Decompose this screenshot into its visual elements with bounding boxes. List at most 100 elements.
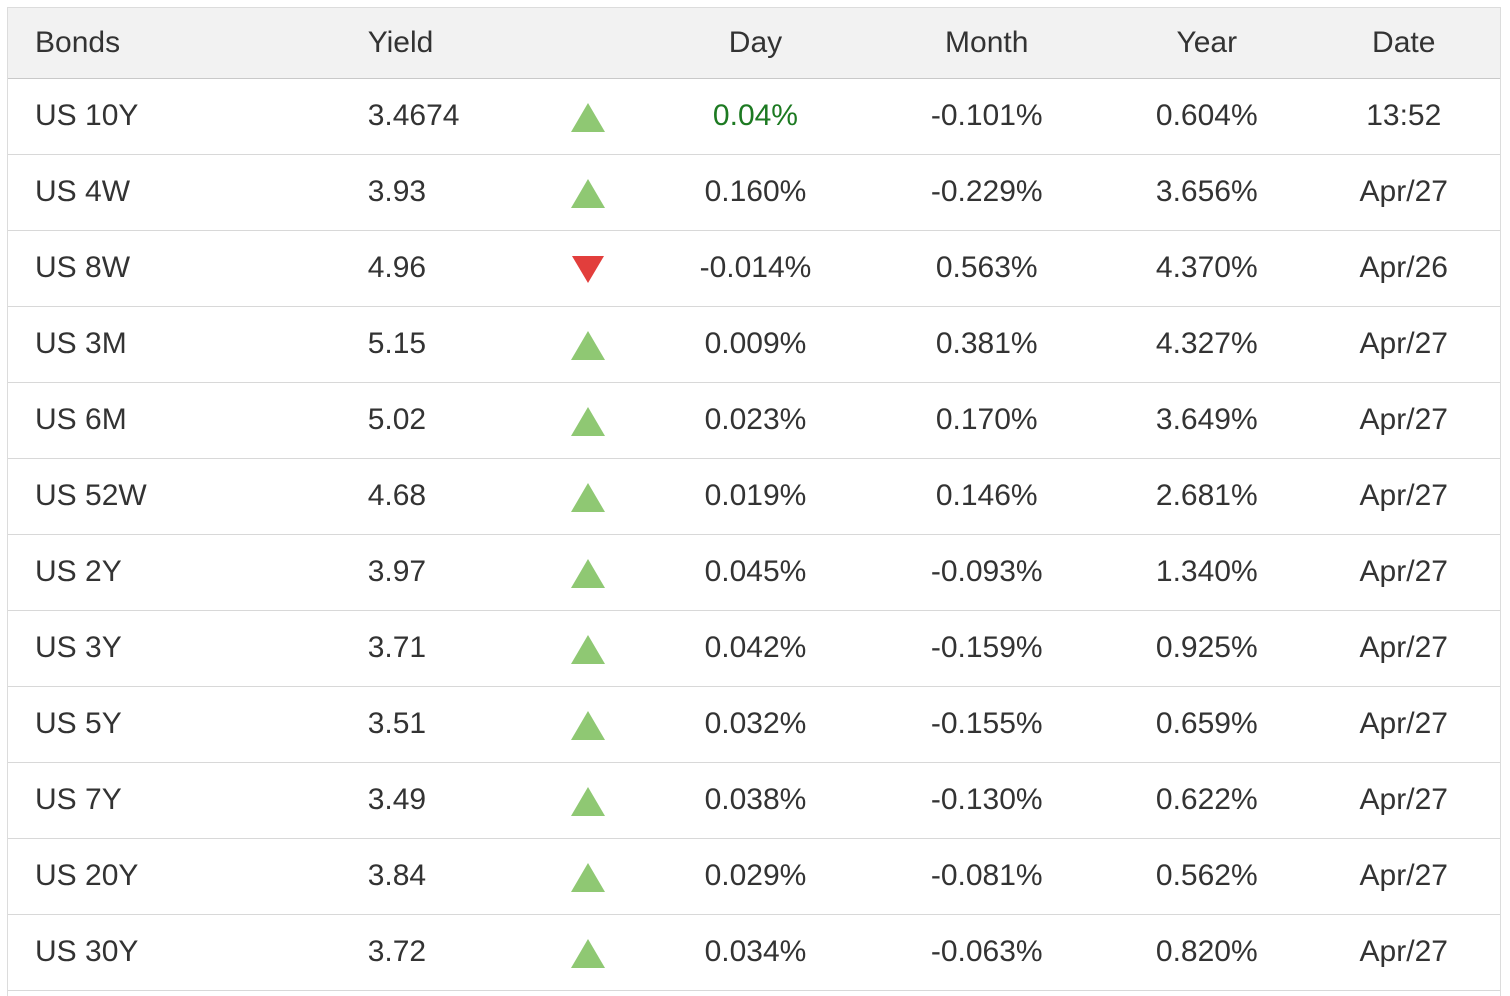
month-cell: 0.146% <box>935 479 1038 512</box>
year-cell: 3.649% <box>1155 403 1258 436</box>
date-cell: Apr/27 <box>1359 631 1448 664</box>
up-arrow-icon <box>570 406 605 436</box>
year-cell: 3.656% <box>1155 175 1258 208</box>
month-cell: -0.130% <box>930 783 1043 816</box>
month-cell: -0.155% <box>930 707 1043 740</box>
column-header-bonds: Bonds <box>8 8 338 79</box>
year-cell: 0.604% <box>1155 99 1258 132</box>
arrow-cell <box>532 382 644 458</box>
year-cell: 0.925% <box>1155 631 1258 664</box>
partial-next-row <box>8 990 1500 996</box>
month-cell: 0.170% <box>935 403 1038 436</box>
yield-cell: 4.96 <box>367 251 427 284</box>
year-cell: 2.681% <box>1155 479 1258 512</box>
date-cell: Apr/27 <box>1359 403 1448 436</box>
year-cell: 4.327% <box>1155 327 1258 360</box>
bond-name-cell[interactable]: US 20Y <box>35 859 139 892</box>
day-cell: 0.160% <box>704 175 807 208</box>
up-arrow-icon <box>570 938 605 968</box>
column-header-month: Month <box>867 8 1107 79</box>
up-arrow-icon <box>570 178 605 208</box>
date-cell: 13:52 <box>1366 99 1442 132</box>
year-cell: 0.622% <box>1155 783 1258 816</box>
table-row[interactable]: US 8W 4.96 -0.014% 0.563% 4.370% Apr/26 <box>8 230 1500 306</box>
up-arrow-icon <box>570 102 605 132</box>
yield-cell: 4.68 <box>367 479 427 512</box>
table-row[interactable]: US 5Y 3.51 0.032% -0.155% 0.659% Apr/27 <box>8 686 1500 762</box>
up-arrow-icon <box>570 330 605 360</box>
bond-name-cell[interactable]: US 30Y <box>35 935 139 968</box>
bond-name-cell[interactable]: US 3Y <box>35 631 122 664</box>
yield-cell: 3.72 <box>367 935 427 968</box>
up-arrow-icon <box>570 634 605 664</box>
day-cell: 0.019% <box>704 479 807 512</box>
yield-cell: 3.93 <box>367 175 427 208</box>
month-cell: 0.381% <box>935 327 1038 360</box>
arrow-cell <box>532 154 644 230</box>
date-cell: Apr/26 <box>1359 251 1448 284</box>
bond-name-cell[interactable]: US 10Y <box>35 99 139 132</box>
bonds-table-body: US 10Y 3.4674 0.04% -0.101% 0.604% 13:52… <box>8 78 1500 996</box>
bond-name-cell[interactable]: US 2Y <box>35 555 122 588</box>
yield-cell: 3.49 <box>367 783 427 816</box>
bond-name-cell[interactable]: US 6M <box>35 403 127 436</box>
up-arrow-icon <box>570 862 605 892</box>
arrow-cell <box>532 914 644 990</box>
table-row[interactable]: US 4W 3.93 0.160% -0.229% 3.656% Apr/27 <box>8 154 1500 230</box>
date-cell: Apr/27 <box>1359 555 1448 588</box>
table-row[interactable]: US 2Y 3.97 0.045% -0.093% 1.340% Apr/27 <box>8 534 1500 610</box>
year-cell: 1.340% <box>1155 555 1258 588</box>
bond-name-cell[interactable]: US 3M <box>35 327 127 360</box>
month-cell: -0.229% <box>930 175 1043 208</box>
yield-cell: 5.15 <box>367 327 427 360</box>
month-cell: 0.563% <box>935 251 1038 284</box>
date-cell: Apr/27 <box>1359 707 1448 740</box>
day-cell: 0.023% <box>704 403 807 436</box>
date-cell: Apr/27 <box>1359 935 1448 968</box>
column-header-arrow <box>531 8 644 79</box>
bond-name-cell[interactable]: US 52W <box>35 479 147 512</box>
day-cell: 0.038% <box>704 783 807 816</box>
bond-name-cell[interactable]: US 5Y <box>35 707 122 740</box>
day-cell: 0.045% <box>704 555 807 588</box>
date-cell: Apr/27 <box>1359 175 1448 208</box>
year-cell: 0.820% <box>1155 935 1258 968</box>
table-row[interactable]: US 3Y 3.71 0.042% -0.159% 0.925% Apr/27 <box>8 610 1500 686</box>
up-arrow-icon <box>570 710 605 740</box>
up-arrow-icon <box>570 482 605 512</box>
bond-name-cell[interactable]: US 4W <box>35 175 131 208</box>
date-cell: Apr/27 <box>1359 783 1448 816</box>
year-cell: 0.659% <box>1155 707 1258 740</box>
bonds-yields-table: Bonds Yield Day Month Year Date US 10Y 3… <box>7 7 1501 996</box>
day-cell: 0.034% <box>704 935 807 968</box>
arrow-cell <box>532 838 644 914</box>
year-cell: 0.562% <box>1155 859 1258 892</box>
month-cell: -0.159% <box>930 631 1043 664</box>
yield-cell: 3.4674 <box>367 99 460 132</box>
table-row[interactable]: US 3M 5.15 0.009% 0.381% 4.327% Apr/27 <box>8 306 1500 382</box>
day-cell: 0.029% <box>704 859 807 892</box>
day-cell: -0.014% <box>699 251 812 284</box>
up-arrow-icon <box>570 558 605 588</box>
table-row[interactable]: US 52W 4.68 0.019% 0.146% 2.681% Apr/27 <box>8 458 1500 534</box>
column-header-yield: Yield <box>337 8 532 79</box>
table-header: Bonds Yield Day Month Year Date <box>8 8 1500 79</box>
date-cell: Apr/27 <box>1359 327 1448 360</box>
up-arrow-icon <box>570 786 605 816</box>
table-row[interactable]: US 20Y 3.84 0.029% -0.081% 0.562% Apr/27 <box>8 838 1500 914</box>
table-row[interactable]: US 7Y 3.49 0.038% -0.130% 0.622% Apr/27 <box>8 762 1500 838</box>
table-row[interactable]: US 10Y 3.4674 0.04% -0.101% 0.604% 13:52 <box>8 78 1500 154</box>
arrow-cell <box>532 306 644 382</box>
yield-cell: 3.97 <box>367 555 427 588</box>
day-cell: 0.009% <box>704 327 807 360</box>
arrow-cell <box>532 610 644 686</box>
arrow-cell <box>532 78 644 154</box>
bond-name-cell[interactable]: US 8W <box>35 251 131 284</box>
table-row[interactable]: US 30Y 3.72 0.034% -0.063% 0.820% Apr/27 <box>8 914 1500 990</box>
table-row[interactable]: US 6M 5.02 0.023% 0.170% 3.649% Apr/27 <box>8 382 1500 458</box>
bond-name-cell[interactable]: US 7Y <box>35 783 122 816</box>
date-cell: Apr/27 <box>1359 859 1448 892</box>
year-cell: 4.370% <box>1155 251 1258 284</box>
month-cell: -0.101% <box>930 99 1043 132</box>
month-cell: -0.081% <box>930 859 1043 892</box>
